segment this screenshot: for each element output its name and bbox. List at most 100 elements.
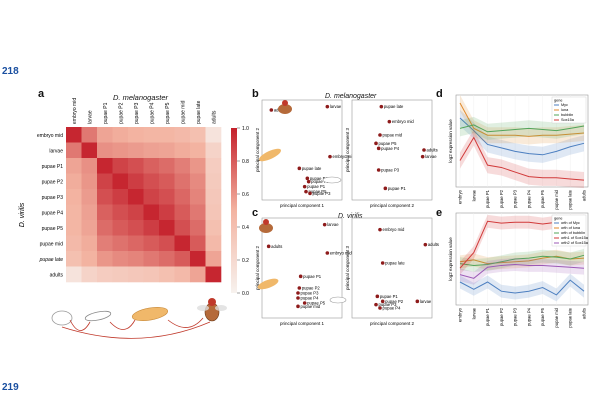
- embryo-icon: [51, 310, 73, 326]
- pca-b-right-point: [379, 104, 384, 109]
- pca-b-left-point-label: pupae P4: [310, 176, 329, 181]
- larva-icon: [84, 310, 112, 322]
- chart-d-series-line: [459, 102, 585, 137]
- chart-e-series-line: [459, 264, 585, 279]
- heatmap-cell: [128, 204, 144, 221]
- chart-e-x-tick-label: pupae P4: [526, 307, 531, 326]
- chart-e-series-line: [459, 254, 585, 266]
- heatmap-col-label: pupae mid: [180, 100, 186, 124]
- heatmap-cell: [190, 142, 206, 159]
- panel-b-title: D. melanogaster: [325, 93, 377, 100]
- pca-b-left-point: [297, 166, 302, 171]
- pca-c-left-point: [296, 291, 300, 295]
- heatmap-cell: [174, 142, 191, 159]
- heatmap-cell: [174, 220, 191, 236]
- chart-d-series-line: [459, 124, 585, 133]
- pca-b-right-point: [422, 148, 426, 152]
- heatmap-cell: [159, 142, 175, 159]
- colorbar-tick-label: 0.4: [242, 225, 249, 231]
- heatmap-cell: [112, 127, 129, 143]
- heatmap-cell: [66, 251, 82, 267]
- heatmap-cell: [174, 266, 191, 283]
- heatmap-cell: [97, 158, 113, 174]
- heatmap-cell: [81, 173, 98, 190]
- heatmap-cell: [66, 127, 82, 143]
- heatmap-cell: [143, 127, 160, 143]
- chart-d-series-line: [459, 136, 585, 181]
- pca-plots: principal component 1 principal component…: [255, 99, 439, 326]
- chart-d-series-band: [460, 109, 584, 163]
- pca-c-right-point: [378, 227, 382, 232]
- panel-c-title: D. virilis: [338, 213, 363, 220]
- panel-letter-a: a: [38, 88, 45, 100]
- heatmap-cell: [205, 127, 222, 143]
- heatmap-cell: [159, 266, 175, 283]
- pca-b-right-point: [387, 119, 392, 124]
- pca-c-right-point-label: pupae P2: [385, 299, 404, 304]
- colorbar-tick-label: 0.2: [242, 258, 249, 264]
- chart-d-x-tick-label: pupae P1: [485, 189, 490, 208]
- heatmap-cell: [128, 127, 144, 143]
- heatmap-cell: [159, 173, 175, 190]
- pca-b-right-point-label: pupae P5: [379, 141, 398, 146]
- heatmap-cell: [66, 189, 82, 205]
- chart-e-legend-entry: orth2 of Sox15a: [561, 241, 589, 245]
- pca-illustrations: [257, 100, 347, 304]
- heatmap-cell: [190, 251, 206, 267]
- heatmap-labels: embryo mid embryo mid larvae larvae pupae P1…: [37, 98, 217, 279]
- pca-c-left-point: [297, 286, 302, 290]
- heatmap-cell: [205, 173, 222, 190]
- heatmap-row-label: embryo mid: [37, 133, 63, 139]
- pca-c-right-point-label: pupae late: [385, 261, 405, 266]
- pca-c-left-point-label: adults: [271, 244, 282, 249]
- chart-d-x-tick-label: pupae P2: [499, 189, 504, 208]
- heatmap-row-label: pupae P2: [42, 179, 64, 185]
- pca-b-right-point-label: adults: [427, 148, 438, 153]
- heatmap-cell: [128, 173, 144, 190]
- chart-e-ylabel: log2 expression value: [448, 237, 453, 281]
- heatmap-cell: [97, 204, 113, 221]
- heatmap-cell: [143, 189, 160, 205]
- heatmap-cell: [112, 173, 129, 190]
- pca-c-right-point-label: adults: [428, 242, 439, 247]
- heatmap-cell: [97, 173, 113, 190]
- pca-c-right-point-label: embryo mid: [383, 227, 406, 232]
- heatmap-cell: [190, 189, 206, 205]
- chart-e-legend-title: gene: [554, 217, 562, 221]
- heatmap-row-label: pupae P4: [42, 210, 64, 216]
- heatmap-cell: [66, 158, 82, 174]
- pca-c-left-point: [298, 274, 303, 279]
- pca-b-left-point-label: pupae P3: [313, 191, 332, 196]
- heatmap-cell: [190, 158, 206, 174]
- chart-d-x-tick-label: pupae P4: [526, 189, 531, 208]
- line-number-219: 219: [2, 382, 19, 393]
- pca-b-left-point: [306, 179, 311, 184]
- life-cycle-illustration: [51, 298, 227, 339]
- pca-b-left-point: [328, 154, 332, 159]
- heatmap-cell: [143, 158, 160, 174]
- heatmap-col-label: adults: [211, 110, 217, 124]
- heatmap-cell: [66, 142, 82, 159]
- chart-e-x-tick-label: pupae mid: [554, 307, 559, 327]
- heatmap-cell: [159, 158, 175, 174]
- panel-letter-e: e: [436, 207, 443, 219]
- heatmap-cell: [174, 251, 191, 267]
- chart-d-x-tick-label: pupae P5: [540, 189, 545, 208]
- chart-e-legend-entry: orth1 of Sox15a: [561, 236, 589, 240]
- heatmap-cell: [143, 266, 160, 283]
- pca-c-left-point-label: pupae P1: [303, 274, 322, 279]
- pca-c-right-point-label: pupae P3: [379, 302, 398, 307]
- chart-e-series-band: [460, 248, 584, 272]
- pca-c-right-point: [415, 299, 420, 304]
- heatmap-cell: [159, 189, 175, 205]
- pca-c-left-point-label: embryo mid: [330, 251, 353, 256]
- heatmap-cell: [143, 251, 160, 267]
- pca-b-right-point-label: embryo mid: [392, 119, 415, 124]
- heatmap-cell: [205, 235, 222, 252]
- pca-c-left-xlabel: principal component 1: [280, 321, 325, 326]
- chart-d-x-tick-label: adults: [582, 190, 587, 201]
- pca-b-left-point-label: pupae P5: [309, 189, 328, 194]
- chart-e-series-band: [460, 258, 584, 285]
- pca-c-right-point: [374, 302, 378, 307]
- chart-e-legend-entry: orth of bubblin: [561, 231, 585, 235]
